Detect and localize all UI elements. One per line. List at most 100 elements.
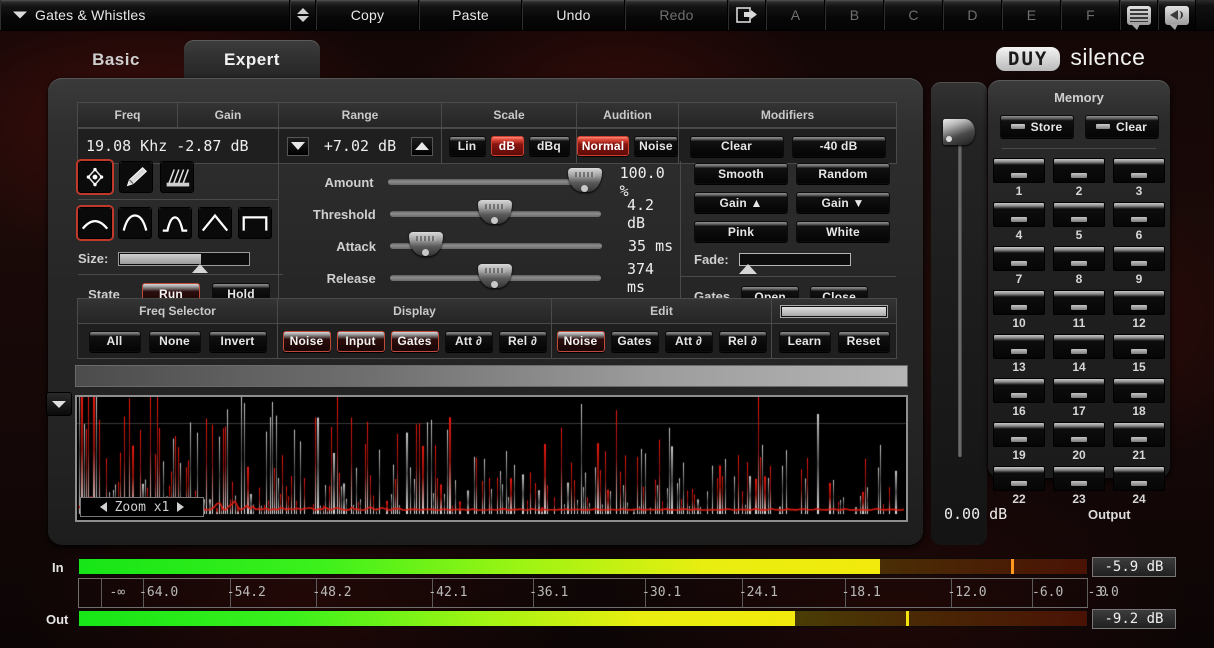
memory-slot-key[interactable] — [993, 378, 1045, 403]
size-slider[interactable] — [118, 251, 251, 273]
memory-slot-13[interactable]: 13 — [993, 334, 1045, 374]
memory-slot-1[interactable]: 1 — [993, 158, 1045, 198]
memory-slot-key[interactable] — [1053, 466, 1105, 491]
memory-slot-19[interactable]: 19 — [993, 422, 1045, 462]
modifier-clear-button[interactable]: Clear — [689, 135, 784, 157]
gain-readout[interactable]: -2.87 dB — [176, 137, 249, 155]
memory-slot-18[interactable]: 18 — [1113, 378, 1165, 418]
output-fader-track[interactable] — [958, 122, 962, 457]
memory-slot-key[interactable] — [993, 290, 1045, 315]
scale-db-button[interactable]: dB — [490, 136, 524, 156]
memory-slot-key[interactable] — [1053, 378, 1105, 403]
display-gates-button[interactable]: Gates — [390, 330, 439, 352]
memory-slot-14[interactable]: 14 — [1053, 334, 1105, 374]
memory-slot-key[interactable] — [1053, 334, 1105, 359]
memory-slot-key[interactable] — [1053, 202, 1105, 227]
slider-release-thumb[interactable] — [478, 264, 513, 288]
memory-slot-key[interactable] — [1053, 246, 1105, 271]
curve-round-icon-button[interactable] — [118, 207, 152, 239]
slider-attack-track[interactable] — [390, 232, 602, 256]
pencil-icon-button[interactable] — [119, 161, 153, 193]
memory-slot-key[interactable] — [1113, 422, 1165, 447]
comment-button[interactable] — [1120, 0, 1158, 30]
reset-button[interactable]: Reset — [837, 330, 890, 352]
node-edit-icon-button[interactable] — [78, 161, 112, 193]
memory-slot-17[interactable]: 17 — [1053, 378, 1105, 418]
memory-slot-7[interactable]: 7 — [993, 246, 1045, 286]
modifier-random-button[interactable]: Random — [796, 163, 890, 184]
tab-expert[interactable]: Expert — [184, 40, 320, 80]
memory-slot-4[interactable]: 4 — [993, 202, 1045, 242]
copy-button[interactable]: Copy — [316, 0, 419, 30]
edit-attack-button[interactable]: Att ∂ — [664, 330, 713, 352]
memory-slot-5[interactable]: 5 — [1053, 202, 1105, 242]
memory-slot-key[interactable] — [993, 202, 1045, 227]
memory-slot-key[interactable] — [993, 466, 1045, 491]
memory-slot-11[interactable]: 11 — [1053, 290, 1105, 330]
spectrum-canvas[interactable] — [77, 397, 906, 520]
memory-slot-key[interactable] — [1113, 202, 1165, 227]
slot-a-button[interactable]: A — [766, 0, 825, 30]
memory-slot-key[interactable] — [1113, 246, 1165, 271]
spectrum-dropdown-button[interactable] — [46, 392, 72, 416]
curve-peak-icon-button[interactable] — [78, 207, 112, 239]
memory-slot-8[interactable]: 8 — [1053, 246, 1105, 286]
memory-slot-key[interactable] — [1113, 334, 1165, 359]
edit-release-button[interactable]: Rel ∂ — [718, 330, 767, 352]
memory-clear-button[interactable]: Clear — [1084, 115, 1159, 138]
memory-slot-22[interactable]: 22 — [993, 466, 1045, 506]
fade-slider[interactable] — [738, 253, 851, 274]
preset-stepper[interactable] — [290, 0, 316, 30]
range-readout[interactable]: +7.02 dB — [323, 137, 397, 155]
zoom-control[interactable]: Zoom x1 — [80, 497, 204, 517]
audition-noise-button[interactable]: Noise — [633, 136, 678, 156]
memory-slot-key[interactable] — [1053, 290, 1105, 315]
memory-slot-key[interactable] — [1113, 158, 1165, 183]
redo-button[interactable]: Redo — [625, 0, 728, 30]
modifier-gain-down-button[interactable]: Gain ▼ — [796, 192, 890, 213]
triangle-right-icon[interactable] — [177, 502, 185, 512]
memory-slot-key[interactable] — [1113, 466, 1165, 491]
slot-d-button[interactable]: D — [943, 0, 1002, 30]
comb-icon-button[interactable] — [160, 161, 194, 193]
memory-slot-15[interactable]: 15 — [1113, 334, 1165, 374]
preset-selector[interactable]: Gates & Whistles — [0, 0, 290, 30]
modifier-pink-button[interactable]: Pink — [694, 221, 788, 242]
edit-gates-button[interactable]: Gates — [610, 330, 659, 352]
export-button[interactable] — [728, 0, 766, 30]
memory-slot-key[interactable] — [1053, 158, 1105, 183]
memory-slot-20[interactable]: 20 — [1053, 422, 1105, 462]
memory-slot-3[interactable]: 3 — [1113, 158, 1165, 198]
triangle-left-icon[interactable] — [99, 502, 107, 512]
memory-slot-10[interactable]: 10 — [993, 290, 1045, 330]
memory-slot-23[interactable]: 23 — [1053, 466, 1105, 506]
display-input-button[interactable]: Input — [336, 330, 385, 352]
memory-slot-key[interactable] — [993, 246, 1045, 271]
freq-sel-invert-button[interactable]: Invert — [208, 330, 267, 352]
memory-slot-key[interactable] — [993, 158, 1045, 183]
audio-comment-button[interactable] — [1158, 0, 1196, 30]
slider-amount-thumb[interactable] — [568, 168, 603, 192]
audition-normal-button[interactable]: Normal — [577, 136, 629, 156]
undo-button[interactable]: Undo — [522, 0, 625, 30]
slider-amount-track[interactable] — [387, 168, 603, 192]
memory-slot-key[interactable] — [993, 334, 1045, 359]
output-fader-thumb[interactable] — [943, 119, 975, 146]
display-release-button[interactable]: Rel ∂ — [498, 330, 547, 352]
display-noise-button[interactable]: Noise — [282, 330, 331, 352]
slot-c-button[interactable]: C — [884, 0, 943, 30]
curve-sharp-icon-button[interactable] — [198, 207, 232, 239]
spectrum-display[interactable]: Zoom x1 — [75, 395, 908, 522]
memory-slot-key[interactable] — [1113, 290, 1165, 315]
freq-sel-all-button[interactable]: All — [88, 330, 141, 352]
slot-e-button[interactable]: E — [1002, 0, 1061, 30]
display-attack-button[interactable]: Att ∂ — [444, 330, 493, 352]
tab-basic[interactable]: Basic — [92, 50, 140, 69]
slider-release-track[interactable] — [389, 264, 601, 288]
memory-slot-key[interactable] — [1113, 378, 1165, 403]
edit-noise-button[interactable]: Noise — [556, 330, 605, 352]
memory-slot-key[interactable] — [1053, 422, 1105, 447]
modifier-smooth-button[interactable]: Smooth — [694, 163, 788, 184]
slot-f-button[interactable]: F — [1061, 0, 1120, 30]
range-up-button[interactable] — [411, 136, 433, 156]
